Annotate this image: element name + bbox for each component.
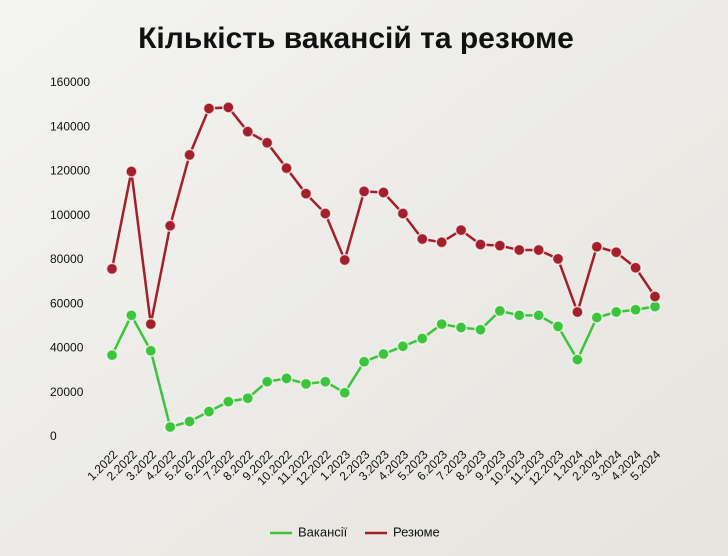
data-point (590, 240, 604, 253)
data-point (241, 392, 254, 405)
data-point (163, 219, 177, 232)
data-point (260, 375, 274, 388)
data-point (396, 340, 410, 353)
data-point (222, 395, 235, 408)
data-point (454, 223, 468, 237)
data-point (319, 207, 332, 220)
data-point (202, 102, 216, 115)
data-point (590, 311, 604, 324)
y-tick-label: 0 (50, 429, 57, 443)
data-point (435, 317, 448, 331)
data-point (474, 323, 487, 336)
data-point (144, 317, 158, 331)
data-point (513, 243, 526, 257)
data-point (338, 386, 351, 399)
data-point (202, 405, 216, 418)
data-point (435, 236, 448, 249)
data-point (163, 420, 177, 434)
data-point (513, 309, 526, 322)
data-point (571, 353, 584, 366)
data-point (493, 239, 507, 252)
data-point (648, 290, 662, 303)
data-point (629, 303, 642, 317)
y-tick-label: 40000 (50, 341, 84, 355)
data-point (532, 309, 545, 322)
data-point (454, 321, 468, 334)
data-point (299, 377, 313, 391)
y-tick-label: 20000 (50, 385, 84, 399)
legend-label: Вакансії (298, 524, 348, 539)
y-tick-label: 160000 (50, 75, 90, 89)
data-point (183, 415, 196, 428)
data-point (125, 309, 138, 322)
data-point (629, 261, 642, 274)
data-point (299, 187, 313, 200)
data-point (105, 348, 119, 362)
data-point (551, 252, 565, 266)
data-point (551, 320, 565, 333)
data-point (396, 207, 410, 220)
data-point (493, 304, 507, 318)
y-tick-label: 60000 (50, 296, 84, 310)
data-point (280, 372, 293, 385)
legend-label: Резюме (393, 524, 440, 539)
data-point (377, 186, 390, 199)
data-point (222, 101, 235, 114)
chart-title: Кількість вакансій та резюме (138, 22, 574, 55)
data-point (241, 125, 254, 138)
data-point (144, 344, 158, 357)
data-point (357, 185, 371, 198)
data-point (280, 161, 293, 175)
data-point (183, 148, 196, 162)
data-point (474, 238, 487, 251)
data-point (319, 375, 332, 388)
y-tick-label: 100000 (50, 208, 90, 222)
data-point (105, 262, 119, 276)
data-point (532, 243, 545, 257)
data-point (609, 305, 623, 319)
data-point (125, 165, 138, 178)
data-point (416, 332, 429, 345)
data-point (609, 246, 623, 259)
data-point (260, 136, 274, 149)
y-tick-label: 120000 (50, 164, 90, 178)
y-tick-label: 140000 (50, 119, 90, 133)
data-point (416, 232, 429, 246)
data-point (357, 355, 371, 369)
data-point (338, 253, 351, 267)
data-point (571, 305, 584, 319)
data-point (377, 347, 390, 361)
y-tick-label: 80000 (50, 252, 84, 266)
